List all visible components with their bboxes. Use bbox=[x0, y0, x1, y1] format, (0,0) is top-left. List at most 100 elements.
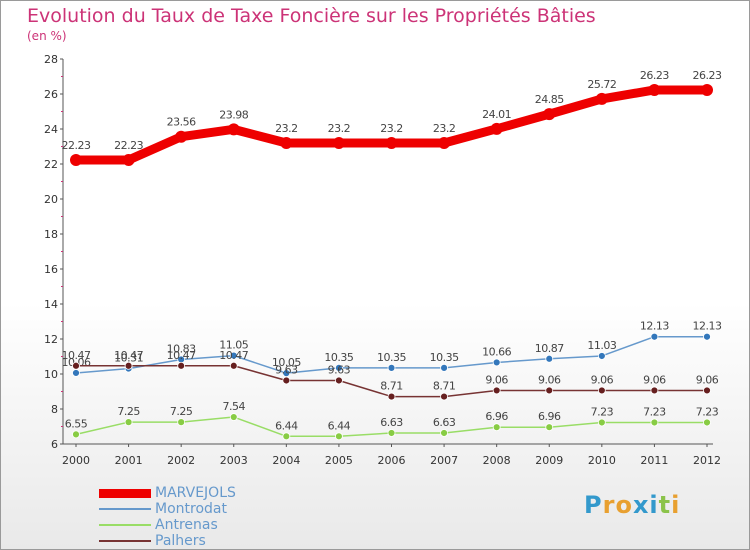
data-label: 26.23 bbox=[640, 69, 669, 82]
data-label: 7.23 bbox=[643, 405, 666, 418]
x-tick-label: 2011 bbox=[640, 454, 668, 467]
y-tick-label: 22 bbox=[44, 158, 58, 171]
data-point bbox=[490, 122, 503, 135]
data-label: 9.06 bbox=[591, 373, 614, 386]
x-tick-label: 2003 bbox=[220, 454, 248, 467]
data-label: 6.96 bbox=[485, 410, 508, 423]
chart-title: Evolution du Taux de Taxe Foncière sur l… bbox=[27, 5, 596, 27]
legend-label: Antrenas bbox=[155, 517, 218, 533]
data-label: 9.06 bbox=[643, 373, 666, 386]
data-point bbox=[703, 332, 711, 341]
data-point bbox=[229, 413, 238, 421]
x-tick-label: 2008 bbox=[483, 454, 511, 467]
data-label: 23.98 bbox=[219, 108, 248, 121]
legend-item: MARVEJOLS bbox=[99, 485, 299, 501]
x-tick-label: 2009 bbox=[535, 454, 563, 467]
data-point bbox=[545, 354, 554, 363]
data-point bbox=[440, 429, 448, 437]
legend: MARVEJOLS Montrodat Antrenas Palhers bbox=[99, 485, 299, 549]
data-point bbox=[597, 386, 606, 395]
x-tick-label: 2004 bbox=[272, 454, 300, 467]
data-point bbox=[387, 363, 396, 372]
proxiti-logo: Proxiti bbox=[584, 491, 681, 519]
data-label: 9.63 bbox=[328, 363, 351, 376]
y-tick-label: 16 bbox=[44, 263, 58, 276]
y-tick-label: 24 bbox=[44, 123, 58, 136]
data-point bbox=[332, 137, 345, 149]
data-point bbox=[177, 361, 186, 370]
legend-swatch bbox=[99, 540, 151, 542]
data-label: 6.44 bbox=[275, 419, 298, 432]
data-label: 10.47 bbox=[167, 349, 196, 362]
legend-label: MARVEJOLS bbox=[155, 485, 236, 501]
y-tick-label: 14 bbox=[44, 298, 58, 311]
data-label: 8.71 bbox=[380, 380, 403, 393]
data-label: 6.63 bbox=[380, 416, 403, 429]
data-label: 10.47 bbox=[219, 349, 248, 362]
data-point bbox=[492, 386, 501, 395]
data-label: 10.31 bbox=[114, 352, 143, 365]
data-point bbox=[597, 418, 606, 427]
data-label: 23.2 bbox=[380, 122, 403, 135]
legend-label: Montrodat bbox=[155, 501, 227, 517]
data-label: 11.05 bbox=[219, 339, 248, 352]
data-point bbox=[175, 130, 188, 143]
x-tick-label: 2006 bbox=[378, 454, 406, 467]
y-tick-label: 20 bbox=[44, 193, 58, 206]
data-label: 7.23 bbox=[696, 405, 719, 418]
data-point bbox=[440, 392, 448, 401]
data-point bbox=[701, 83, 713, 96]
data-label: 7.54 bbox=[223, 400, 246, 413]
data-label: 10.47 bbox=[114, 349, 143, 362]
data-point bbox=[387, 392, 396, 401]
x-tick-label: 2007 bbox=[430, 454, 458, 467]
data-label: 22.23 bbox=[114, 139, 143, 152]
data-point bbox=[440, 363, 448, 372]
x-tick-label: 2012 bbox=[693, 454, 721, 467]
data-label: 23.2 bbox=[433, 122, 456, 135]
data-label: 23.56 bbox=[167, 116, 196, 129]
data-point bbox=[282, 376, 291, 385]
data-label: 12.13 bbox=[693, 320, 722, 333]
data-label: 6.63 bbox=[433, 416, 456, 429]
data-point bbox=[229, 361, 238, 370]
y-tick-label: 6 bbox=[51, 438, 58, 451]
data-label: 22.23 bbox=[62, 139, 91, 152]
data-label: 7.23 bbox=[591, 405, 614, 418]
data-point bbox=[335, 376, 343, 385]
data-point bbox=[229, 351, 238, 360]
legend-item: Montrodat bbox=[99, 501, 299, 517]
data-label: 7.25 bbox=[170, 405, 193, 418]
data-point bbox=[545, 386, 554, 395]
data-label: 10.35 bbox=[324, 351, 353, 364]
x-tick-label: 2001 bbox=[115, 454, 143, 467]
data-label: 24.01 bbox=[482, 108, 511, 121]
data-point bbox=[72, 430, 80, 439]
data-point bbox=[70, 153, 82, 166]
data-point bbox=[438, 137, 451, 149]
data-label: 6.44 bbox=[328, 419, 351, 432]
data-point bbox=[595, 92, 608, 105]
data-label: 9.63 bbox=[275, 363, 298, 376]
data-point bbox=[122, 153, 135, 166]
legend-item: Antrenas bbox=[99, 517, 299, 533]
data-point bbox=[282, 432, 291, 441]
legend-label: Palhers bbox=[155, 533, 206, 549]
y-tick-label: 8 bbox=[51, 403, 58, 416]
data-point bbox=[597, 352, 606, 360]
data-label: 9.06 bbox=[485, 373, 508, 386]
x-tick-label: 2010 bbox=[588, 454, 616, 467]
data-point bbox=[650, 386, 659, 395]
data-label: 24.85 bbox=[535, 93, 564, 106]
data-label: 10.05 bbox=[272, 356, 301, 369]
data-point bbox=[280, 137, 293, 149]
data-point bbox=[703, 386, 711, 395]
data-point bbox=[387, 429, 396, 437]
legend-swatch bbox=[99, 488, 151, 498]
data-point bbox=[650, 418, 659, 427]
data-label: 10.35 bbox=[430, 351, 459, 364]
data-point bbox=[72, 369, 80, 377]
data-label: 10.87 bbox=[535, 342, 564, 355]
